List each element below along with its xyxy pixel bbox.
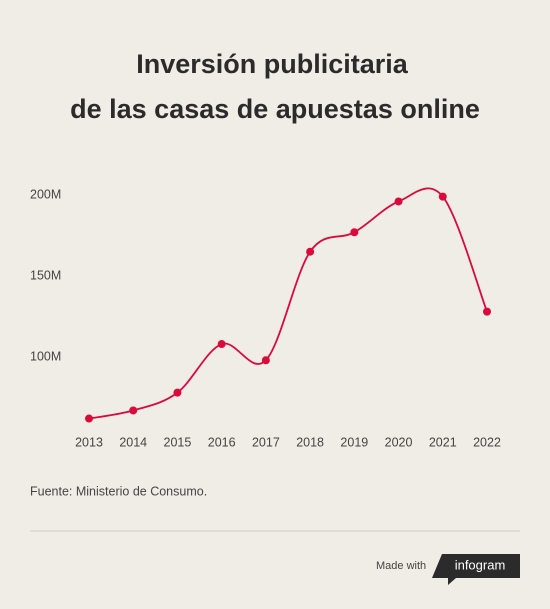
made-with: Made with: [376, 560, 426, 572]
point: [438, 192, 447, 201]
point: [261, 356, 270, 365]
x-tick-label: 2019: [340, 435, 368, 449]
x-tick-label: 2015: [164, 435, 192, 449]
y-tick-label: 200M: [30, 187, 61, 201]
point: [85, 414, 93, 423]
point: [129, 406, 138, 415]
point: [217, 340, 226, 349]
x-tick-label: 2017: [252, 435, 280, 449]
x-tick-label: 2018: [296, 435, 324, 449]
x-tick-label: 2020: [385, 435, 413, 449]
y-tick-label: 100M: [30, 349, 61, 363]
chart-title: de las casas de apuestas online: [70, 94, 480, 124]
chart-title: Inversión publicitaria: [136, 49, 409, 79]
point: [173, 388, 182, 397]
brand-badge: [432, 554, 520, 585]
x-tick-label: 2022: [473, 435, 501, 449]
x-tick-label: 2014: [119, 435, 147, 449]
point: [483, 307, 491, 316]
point: [306, 247, 315, 256]
x-tick-label: 2013: [75, 435, 103, 449]
point: [350, 228, 359, 237]
brand-name: infogram: [455, 557, 506, 572]
y-tick-label: 150M: [30, 268, 61, 282]
line: [88, 187, 488, 420]
x-tick-label: 2021: [429, 435, 457, 449]
point: [394, 197, 403, 206]
x-tick-label: 2016: [208, 435, 236, 449]
source-note: Fuente: Ministerio de Consumo.: [30, 484, 207, 498]
